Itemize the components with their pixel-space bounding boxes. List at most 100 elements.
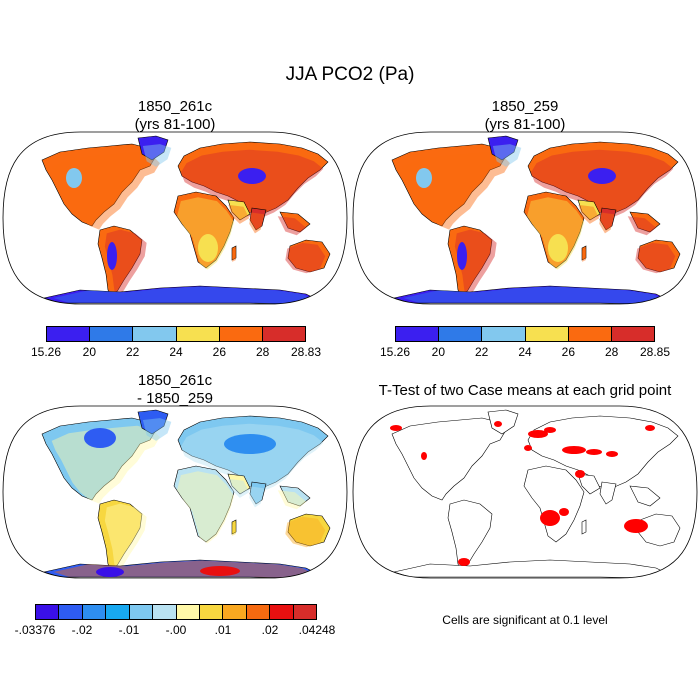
negative-region-asia [224, 434, 276, 454]
continent-australia-shade [285, 516, 326, 548]
low-value-region-asia [238, 168, 266, 184]
continent-madagascar [581, 519, 587, 535]
continent-africa-shade [177, 471, 235, 544]
continent-africa [173, 465, 235, 543]
map-frame [2, 405, 348, 579]
colorbar-swatch [153, 605, 177, 619]
continent-seasia [279, 211, 311, 233]
map-frame [352, 131, 698, 305]
panel1-title-line2: (yrs 81-100) [134, 116, 216, 133]
panel4-title: T-Test of two Case means at each grid po… [378, 382, 672, 399]
colorbar-swatch [106, 605, 130, 619]
continent-namerica [41, 417, 157, 501]
continent-arabia [227, 199, 251, 221]
continent-antarctica-shade [403, 286, 664, 304]
low-value-region-andes [107, 242, 117, 270]
map-panel-4 [352, 405, 698, 579]
colorbar-tick-label: -.03376 [14, 623, 56, 637]
continent-india-shade [249, 212, 265, 234]
continent-greenland-shade [142, 418, 172, 441]
continent-samerica [447, 225, 493, 299]
continent-greenland-shade [142, 144, 172, 167]
colorbar-tick-label: 26 [561, 345, 576, 359]
continent-seasia [629, 485, 661, 507]
colorbar-tick-label: 24 [169, 345, 183, 359]
continent-india [599, 481, 617, 505]
colorbar-swatch [396, 327, 440, 341]
continent-africa [173, 191, 235, 269]
colorbar-tick-label: 15.26 [379, 345, 411, 359]
panel3-title: 1850_261c - 1850_259 [75, 372, 275, 408]
panel1-title: 1850_261c (yrs 81-100) [75, 98, 275, 134]
low-value-region-asia [588, 168, 616, 184]
continent-madagascar-shade [232, 522, 236, 536]
continent-india [249, 481, 267, 505]
colorbar-tick-label: 26 [212, 345, 227, 359]
continent-australia-shade [285, 242, 326, 274]
low-value-region-andes [457, 242, 467, 270]
significant-cell [645, 425, 655, 431]
continent-australia [637, 239, 681, 273]
continent-samerica [447, 499, 493, 573]
significant-cell [540, 510, 560, 526]
colorbar-swatch [82, 605, 107, 619]
colorbar-3 [35, 604, 317, 620]
colorbar-tick-label: .02 [261, 623, 279, 637]
map-frame [2, 131, 348, 305]
colorbar-tick-label: 28.85 [639, 345, 671, 359]
continent-samerica [97, 225, 143, 299]
continent-namerica-shade [51, 425, 160, 504]
continent-namerica-shade [401, 151, 510, 230]
continent-india [249, 207, 267, 231]
main-title: JJA PCO2 (Pa) [285, 64, 415, 85]
colorbar-tick-label: 22 [474, 345, 489, 359]
continent-greenland [487, 409, 519, 435]
significant-cell [559, 508, 569, 516]
continent-greenland [137, 409, 169, 435]
continent-namerica [391, 417, 507, 501]
continent-africa [523, 465, 585, 543]
colorbar-tick-label: 15.26 [30, 345, 62, 359]
negative-region-canada [84, 428, 116, 448]
continent-madagascar [581, 245, 587, 261]
colorbar-tick-label: -.01 [118, 623, 140, 637]
panel3-title-line1: 1850_261c [137, 372, 213, 389]
colorbar-tick-label: 20 [431, 345, 446, 359]
colorbar-swatch [133, 327, 177, 341]
colorbar-tick-label: -.00 [165, 623, 187, 637]
colorbar-tick-label: 20 [82, 345, 97, 359]
panel3-title-line2: - 1850_259 [137, 390, 213, 407]
map-content [391, 135, 681, 304]
colorbar-swatch [262, 327, 306, 341]
continent-greenland [487, 135, 519, 161]
significant-cell [494, 421, 502, 427]
continent-australia [637, 513, 681, 547]
positive-region-antarctica [200, 566, 240, 576]
continent-africa-shade [177, 197, 235, 270]
mid-value-region-africa [198, 234, 218, 262]
colorbar-1 [46, 326, 306, 342]
continent-arabia-shade [578, 204, 600, 224]
colorbar-tick-label: 24 [518, 345, 532, 359]
colorbar-tick-label: 28.83 [290, 345, 322, 359]
panel2-title-line2: (yrs 81-100) [484, 116, 566, 133]
colorbar-swatch [47, 327, 91, 341]
significant-cell [421, 452, 427, 460]
colorbar-tick-label: 22 [125, 345, 140, 359]
colorbar-tick-label: .01 [214, 623, 232, 637]
significant-cell [524, 445, 532, 451]
continent-india-shade [599, 212, 615, 234]
continent-seasia-shade [277, 490, 307, 510]
colorbar-swatch [199, 605, 224, 619]
continent-greenland [137, 135, 169, 161]
significant-cell [390, 425, 402, 431]
significant-cell [544, 427, 556, 433]
continent-arabia [577, 199, 601, 221]
continent-namerica [41, 143, 157, 227]
colorbar-swatch [293, 605, 317, 619]
colorbar-swatch [219, 327, 263, 341]
continent-samerica [97, 499, 143, 573]
continent-africa-shade [527, 197, 585, 270]
map-panel-1 [2, 131, 348, 305]
continent-africa [523, 191, 585, 269]
